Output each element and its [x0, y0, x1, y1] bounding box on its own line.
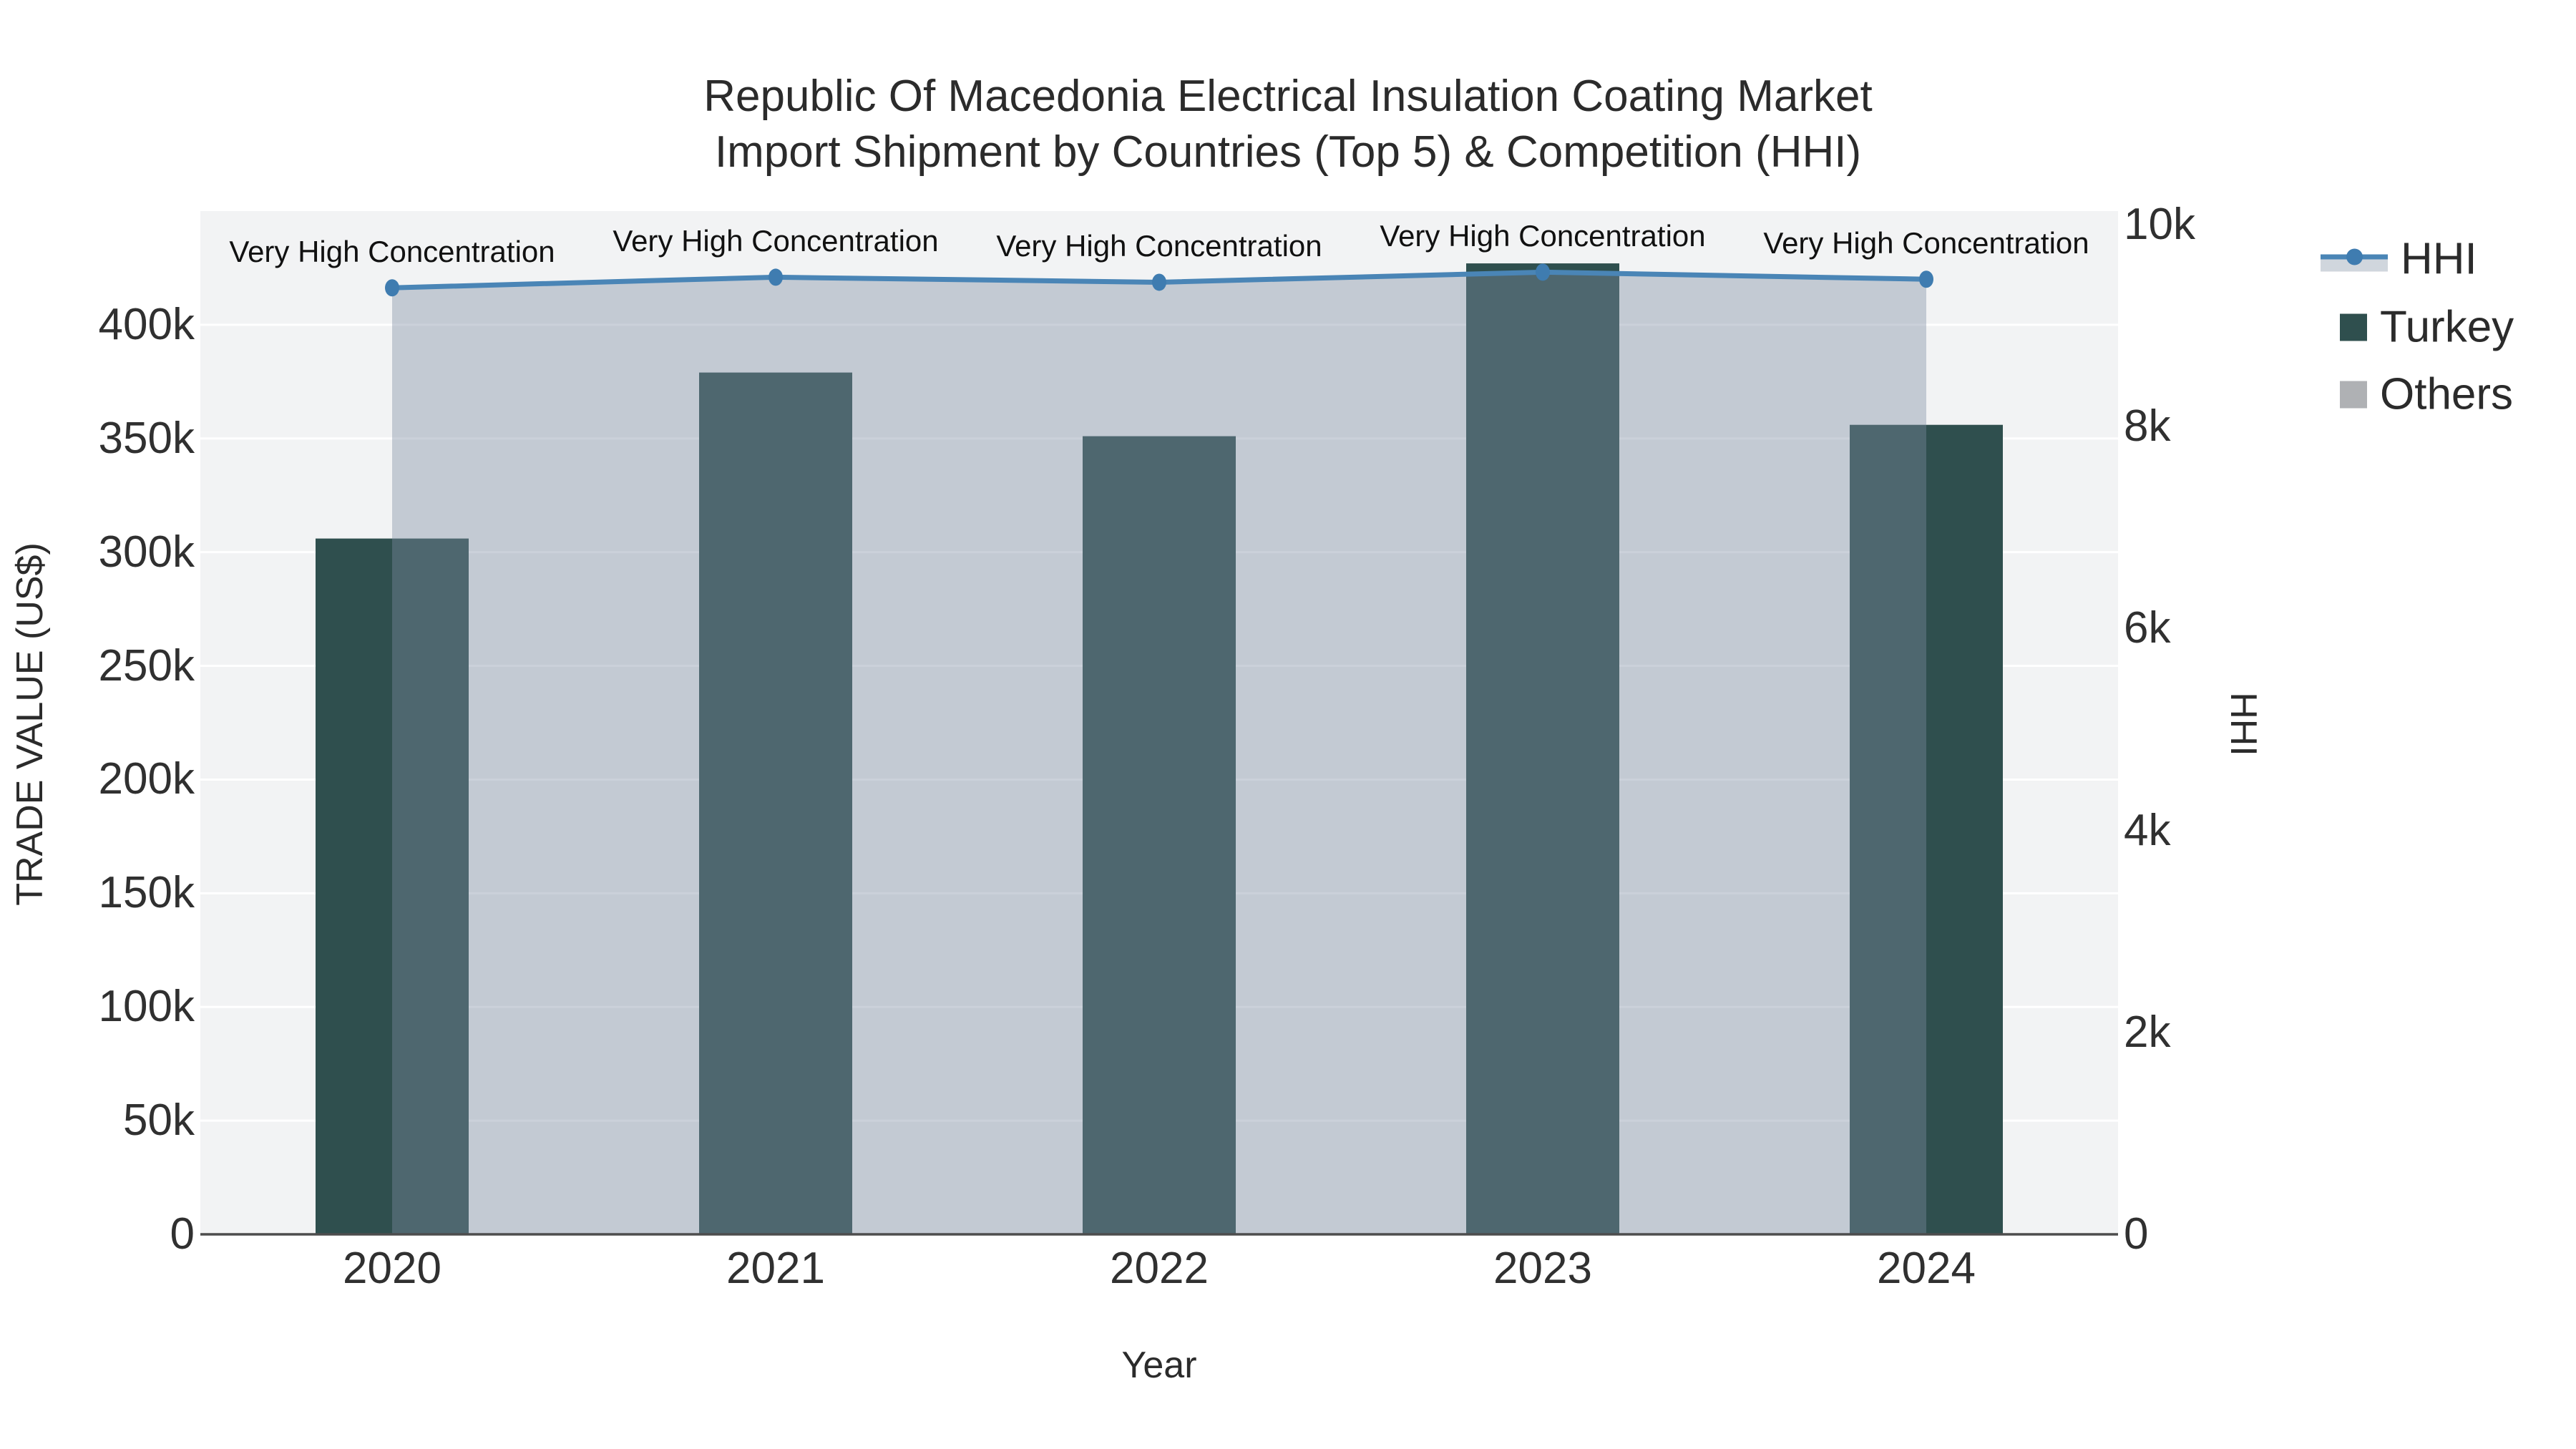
x-axis-title: Year [1121, 1345, 1197, 1386]
legend-item-turkey[interactable]: Turkey [2321, 302, 2514, 353]
y-right-tick-10k: 10k [2124, 200, 2195, 250]
hhi-fill-swatch [2321, 259, 2388, 271]
y-right-tick-0: 0 [2124, 1209, 2149, 1259]
hhi-marker-2022 [1152, 273, 1166, 291]
others-swatch-icon [2340, 381, 2367, 408]
annotation-2020: Very High Concentration [229, 235, 555, 269]
y-right-tick-4k: 4k [2124, 805, 2171, 855]
hhi-marker-icon [2346, 248, 2363, 265]
legend-label-others: Others [2380, 369, 2514, 419]
chart-title-line-2: Import Shipment by Countries (Top 5) & C… [714, 127, 1862, 177]
x-tick-2021: 2021 [726, 1244, 825, 1293]
y-left-tick-400k: 400k [98, 299, 195, 349]
hhi-marker-2024 [1919, 270, 1933, 288]
y-left-tick-100k: 100k [98, 982, 195, 1032]
annotation-2021: Very High Concentration [613, 224, 939, 258]
x-tick-2024: 2024 [1877, 1244, 1976, 1293]
bar-turkey-2020 [316, 538, 469, 1234]
y-left-tick-0: 0 [170, 1209, 195, 1259]
y-left-tick-350k: 350k [98, 413, 195, 463]
y-left-tick-300k: 300k [98, 527, 195, 577]
annotation-2024: Very High Concentration [1763, 226, 2089, 260]
y-right-tick-2k: 2k [2124, 1007, 2171, 1057]
legend-label-turkey: Turkey [2380, 302, 2514, 352]
turkey-swatch-icon [2340, 313, 2367, 341]
hhi-area-fill [392, 272, 1926, 1235]
bar-turkey-2023 [1466, 263, 1619, 1235]
y-right-tick-6k: 6k [2124, 603, 2171, 653]
legend-item-hhi[interactable]: HHI [2321, 234, 2477, 285]
x-tick-2022: 2022 [1110, 1244, 1209, 1293]
y-left-tick-50k: 50k [123, 1096, 195, 1146]
hhi-marker-2020 [385, 279, 399, 297]
bar-turkey-2022 [1083, 436, 1236, 1234]
y-right-tick-8k: 8k [2124, 401, 2171, 452]
y-left-axis-title: TRADE VALUE (US$) [9, 542, 51, 906]
chart-title: Republic Of Macedonia Electrical Insulat… [0, 69, 2576, 180]
legend-label-hhi: HHI [2401, 234, 2477, 284]
x-tick-2023: 2023 [1493, 1244, 1592, 1293]
y-left-tick-150k: 150k [98, 868, 195, 918]
hhi-marker-2023 [1536, 263, 1550, 281]
legend-item-others[interactable]: Others [2321, 369, 2513, 420]
x-tick-2020: 2020 [343, 1244, 441, 1293]
bar-turkey-2024 [1850, 424, 2003, 1234]
hhi-legend-swatch [2321, 245, 2388, 273]
y-left-tick-200k: 200k [98, 754, 195, 804]
annotation-2022: Very High Concentration [996, 229, 1322, 263]
bar-turkey-2021 [699, 372, 852, 1234]
annotation-2023: Very High Concentration [1380, 219, 1706, 253]
hhi-marker-2021 [769, 268, 783, 286]
y-right-axis-title: HHI [2223, 692, 2264, 756]
y-left-tick-250k: 250k [98, 640, 195, 691]
chart-title-line-1: Republic Of Macedonia Electrical Insulat… [703, 72, 1873, 121]
